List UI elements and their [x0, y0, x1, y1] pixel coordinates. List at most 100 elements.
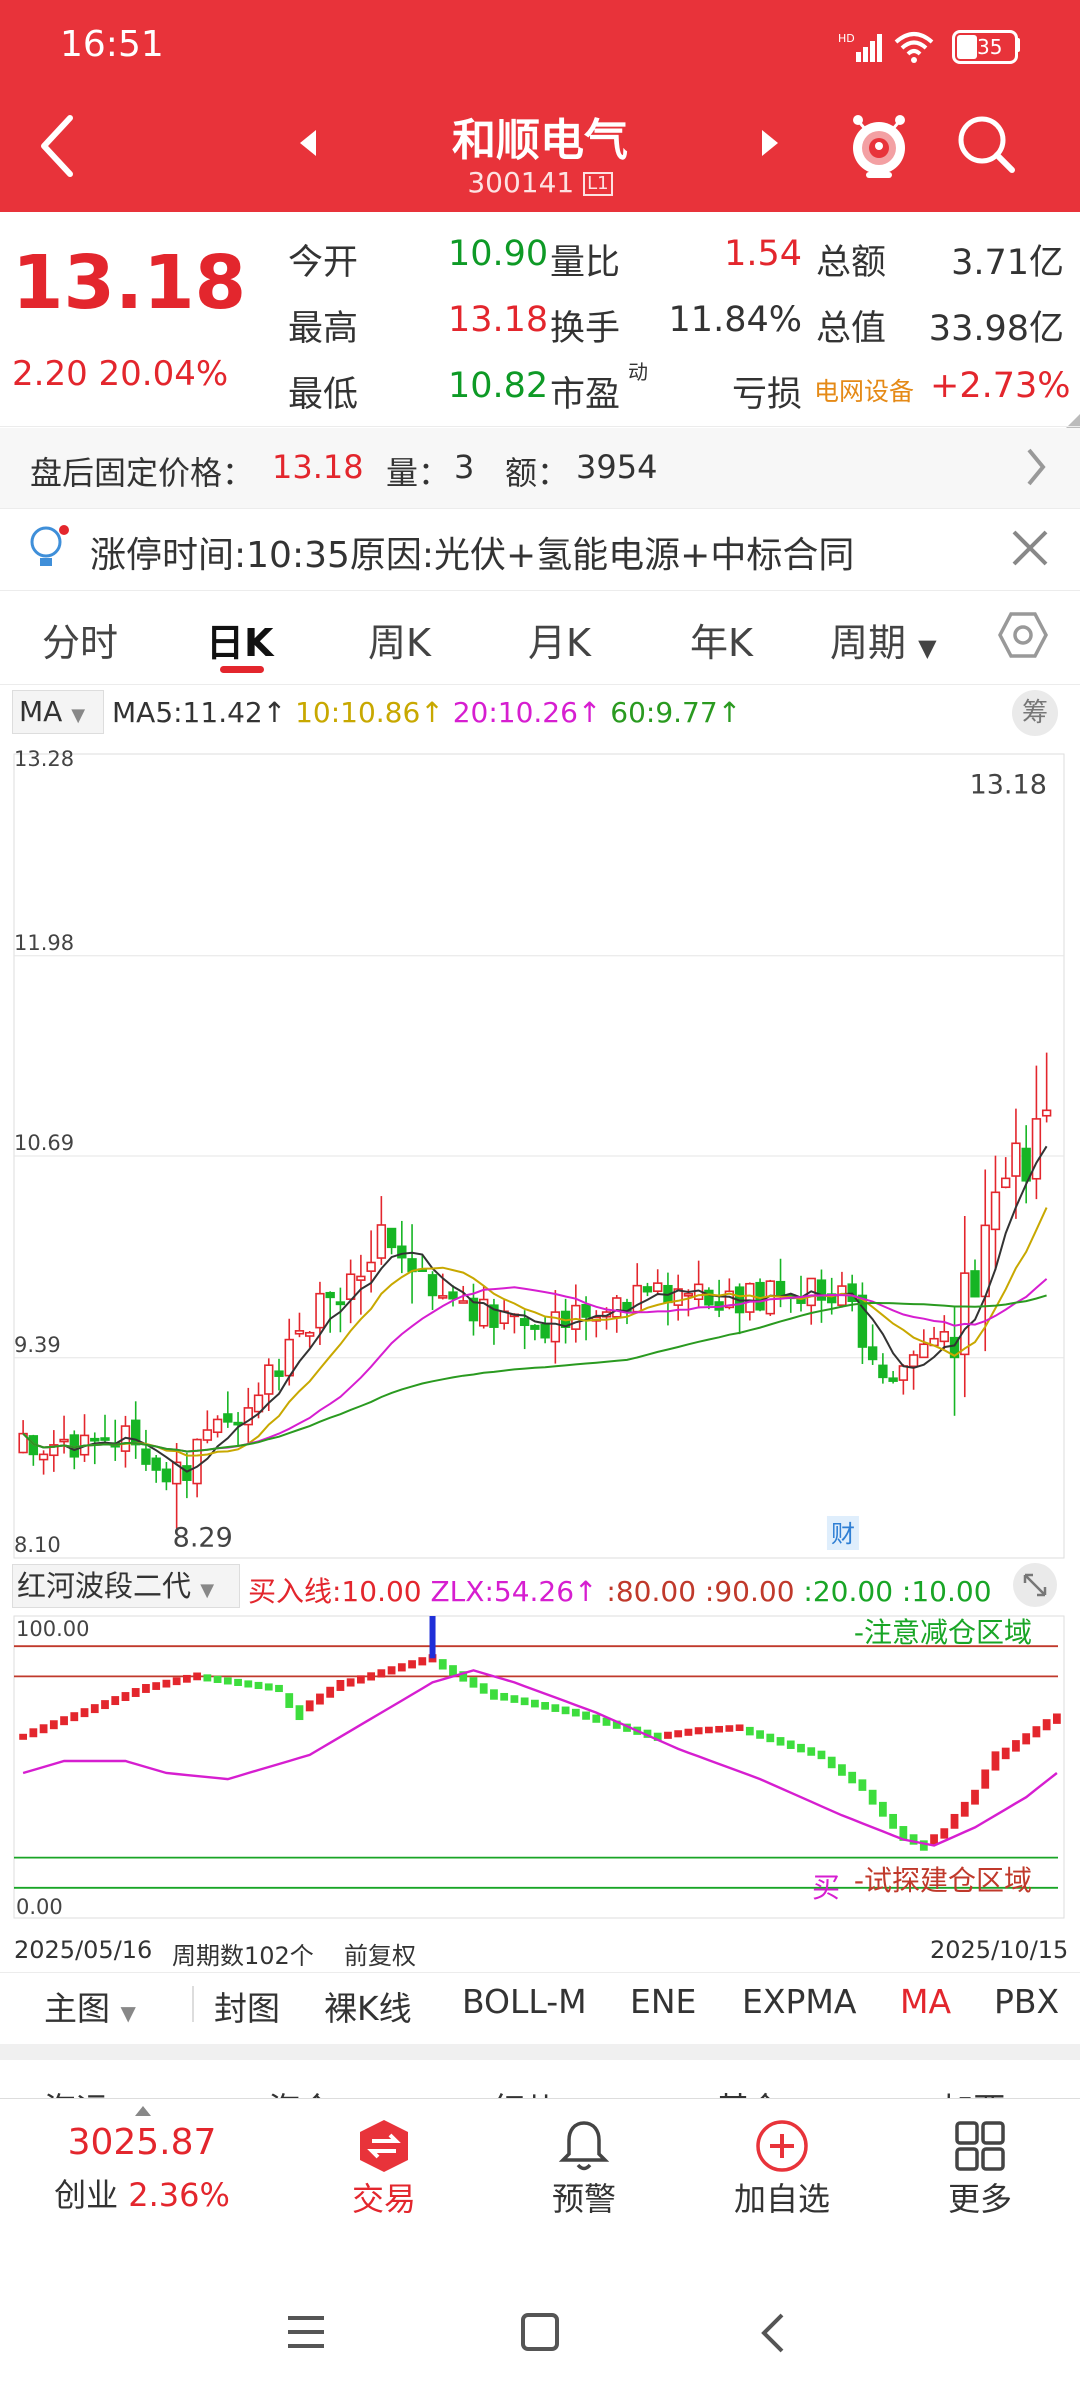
system-back-icon[interactable] [758, 2312, 788, 2354]
ind-tab-naked-k[interactable]: 裸K线 [324, 1989, 412, 2028]
indicator-bar [838, 1764, 846, 1776]
ind-tab-ene[interactable]: ENE [630, 1982, 697, 2021]
tab-yearly-k[interactable]: 年K [690, 621, 753, 665]
max-price-label: 13.18 [970, 770, 1047, 801]
expand-icon[interactable] [1012, 1562, 1058, 1608]
indicator-bar [275, 1684, 283, 1693]
assistant-robot-icon[interactable] [846, 110, 912, 180]
tab-weekly-k[interactable]: 周K [368, 621, 431, 665]
indicator-bar [510, 1695, 519, 1703]
close-icon[interactable] [1010, 528, 1050, 568]
ind-tab-ma[interactable]: MA [900, 1982, 952, 2021]
indicator-bar [152, 1682, 161, 1690]
chevron-down-icon: ▼ [918, 634, 937, 662]
indicator-bar [203, 1674, 212, 1682]
indicator-bar [305, 1700, 314, 1712]
indicator-bar [848, 1771, 857, 1784]
indicator-bar [735, 1724, 744, 1732]
next-stock-button[interactable] [758, 128, 782, 158]
after-hours-row[interactable]: 盘后固定价格： 13.18 量： 3 额： 3954 [0, 428, 1080, 508]
candle-body [59, 1438, 69, 1443]
price-change: 2.20 20.04% [12, 354, 229, 394]
grid-more-icon[interactable] [954, 2120, 1006, 2172]
search-icon[interactable] [954, 112, 1018, 178]
index-change[interactable]: 创业 2.36% [54, 2176, 230, 2214]
stock-code: 300141 L1 [340, 166, 740, 199]
bell-icon[interactable] [556, 2118, 612, 2174]
zlx-value: ZLX:54.26↑ [430, 1575, 598, 1608]
vol-ratio-value: 1.54 [724, 234, 802, 274]
y-tick-label: 11.98 [14, 931, 74, 955]
candle-body [530, 1324, 540, 1330]
ma60-value: 60:9.77↑ [610, 696, 742, 729]
indicator-bar [316, 1693, 324, 1705]
candle-body [90, 1437, 100, 1442]
indicator-bar [142, 1684, 150, 1693]
more-button[interactable]: 更多 [947, 2180, 1012, 2218]
buy-signal-spike [429, 1616, 436, 1659]
indicator-bar [121, 1692, 130, 1701]
indicator-bar [592, 1714, 601, 1723]
candle-body [192, 1438, 202, 1485]
back-button[interactable] [36, 112, 80, 180]
indicator-bar [571, 1708, 580, 1717]
amount-value: 3.71亿 [951, 243, 1064, 283]
index-value[interactable]: 3025.87 [67, 2122, 217, 2163]
indicator-bar [101, 1700, 109, 1710]
indicator-bar [367, 1672, 376, 1681]
add-watchlist-button[interactable]: 加自选 [733, 2180, 830, 2218]
ma20-line [22, 1278, 1048, 1453]
main-chart-selector[interactable]: 主图 ▼ [44, 1989, 136, 2028]
indicator-bar [623, 1723, 631, 1732]
tab-monthly-k[interactable]: 月K [528, 621, 591, 665]
menu-icon[interactable] [286, 2314, 326, 2350]
candle-body [919, 1343, 929, 1359]
candle-body [775, 1280, 786, 1297]
ma-selector[interactable]: MA ▼ [12, 690, 104, 734]
chip-distribution-button[interactable]: 筹 [1012, 690, 1058, 736]
indicator-bar [807, 1747, 816, 1756]
partial-content-row: 海运 海合 红儿 基金 加西 财 [0, 2060, 1080, 2098]
home-icon[interactable] [520, 2312, 560, 2352]
indicator-bar [479, 1683, 488, 1694]
amount-label: 总额 [816, 243, 887, 283]
tab-daily-k[interactable]: 日K [206, 621, 274, 665]
candle-body [223, 1413, 233, 1423]
line-10-value: :10.00 [901, 1575, 992, 1608]
indicator-bar [285, 1693, 294, 1708]
candle-body [305, 1331, 315, 1337]
settings-hexagon-icon[interactable] [998, 610, 1048, 660]
ind-tab-pbx[interactable]: PBX [994, 1982, 1060, 2021]
ma5-value: MA5:11.42↑ [112, 696, 287, 729]
candle-body [908, 1354, 919, 1368]
tab-period[interactable]: 周期 ▼ [830, 621, 937, 665]
indicator-bar [418, 1657, 427, 1666]
indicator-bar [797, 1743, 805, 1753]
candle-body [653, 1282, 663, 1292]
ind-tab-fengtu[interactable]: 封图 [214, 1989, 280, 2028]
prev-stock-button[interactable] [296, 128, 320, 158]
indicator-bar [889, 1813, 898, 1829]
candlestick-chart[interactable]: 13.28 11.98 10.69 9.39 8.10 13.18 8.29 财 [0, 740, 1080, 1560]
adjust-mode[interactable]: 前复权 [344, 1942, 416, 1970]
sector-link[interactable]: 电网设备 [814, 377, 915, 406]
indicator-bar [223, 1677, 232, 1685]
indicator-bar [612, 1720, 621, 1729]
period-count: 周期数102个 [172, 1942, 314, 1970]
trade-icon[interactable] [356, 2118, 412, 2174]
tab-timeshare[interactable]: 分时 [42, 621, 119, 665]
ind-tab-boll[interactable]: BOLL-M [462, 1982, 587, 2021]
ind-tab-expma[interactable]: EXPMA [742, 1982, 857, 2021]
add-watchlist-icon[interactable] [754, 2118, 810, 2174]
candle-body [458, 1300, 468, 1304]
trade-button[interactable]: 交易 [351, 2180, 416, 2218]
wifi-icon [894, 32, 934, 63]
candle-body [949, 1336, 960, 1359]
indicator-bar [643, 1729, 652, 1738]
indicator-selector[interactable]: 红河波段二代 ▼ [12, 1564, 240, 1608]
alert-button[interactable]: 预警 [551, 2180, 616, 2218]
indicator-bar [960, 1801, 969, 1817]
line-80-value: :80.00 [606, 1575, 697, 1608]
divider [192, 1986, 194, 2022]
